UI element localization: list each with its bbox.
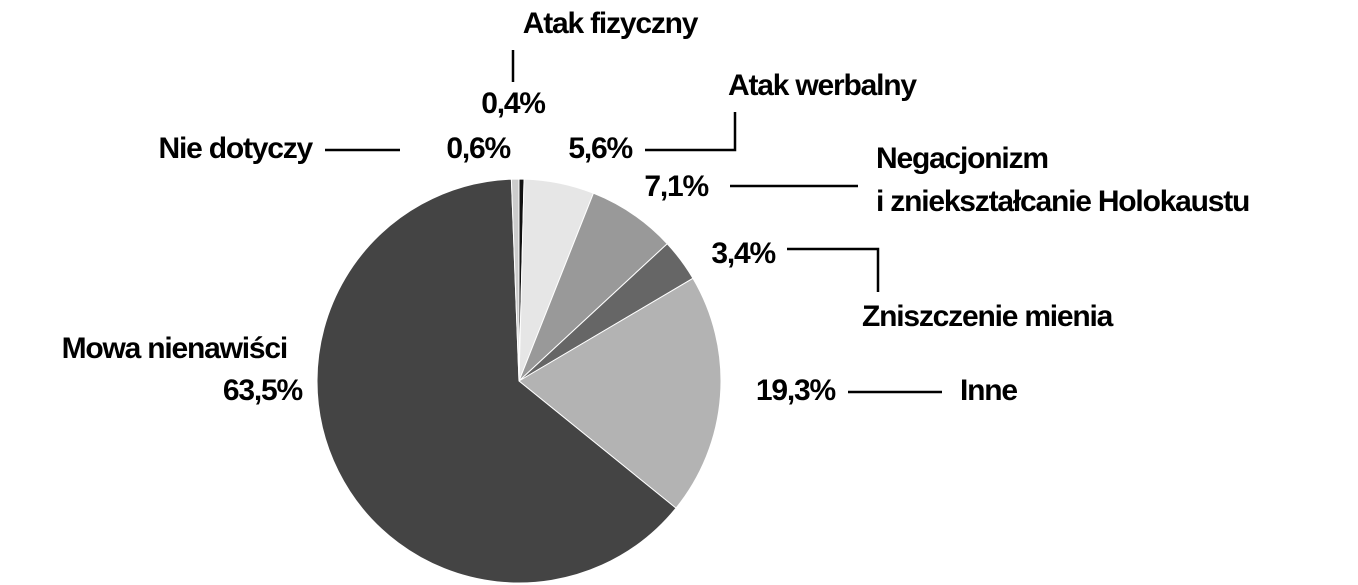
value-label: 7,1%	[644, 170, 708, 203]
value-label: 3,4%	[711, 237, 775, 270]
slice-label: Nie dotyczy	[158, 132, 313, 165]
slice-label: Negacjonizm i zniekształcanie Holokaustu	[876, 142, 1249, 218]
pie-slice	[510, 178, 520, 382]
value-label: 0,4%	[481, 87, 545, 120]
connectors	[325, 50, 942, 394]
pie-slice	[316, 178, 677, 584]
value-label: 63,5%	[223, 374, 303, 407]
slice-label: Atak werbalny	[728, 69, 917, 102]
slice-label: Atak fizyczny	[523, 7, 699, 40]
value-label: 5,6%	[568, 132, 632, 165]
value-label: 19,3%	[756, 374, 836, 407]
slice-label: Zniszczenie mienia	[862, 300, 1114, 333]
slice-label: Mowa nienawiści	[62, 332, 287, 365]
slice-label: Inne	[960, 374, 1017, 407]
value-label: 0,6%	[446, 132, 510, 165]
pie-slice	[518, 277, 722, 509]
connector	[787, 247, 880, 292]
connector	[645, 112, 737, 152]
